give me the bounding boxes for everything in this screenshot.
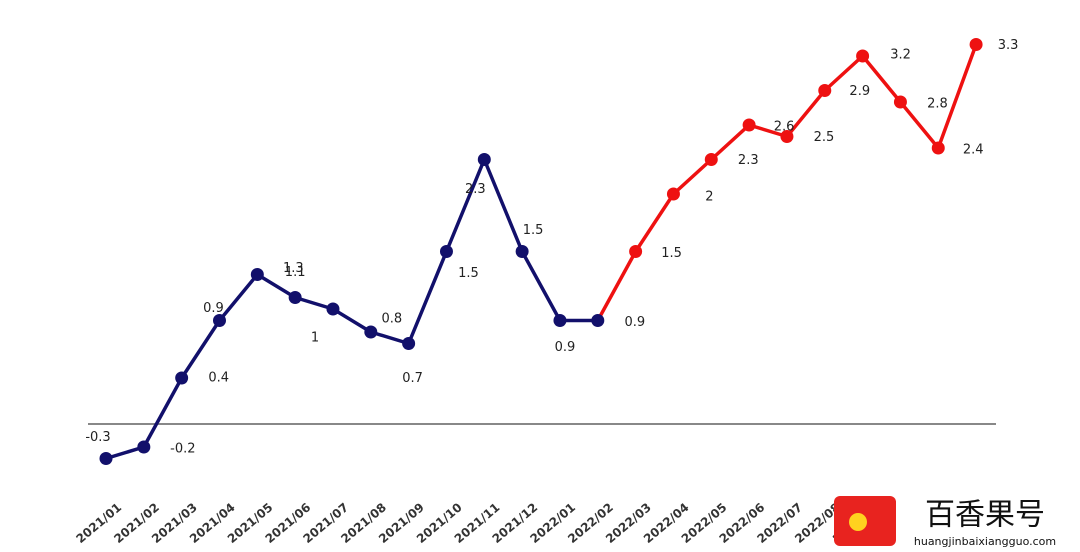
data-point	[288, 291, 302, 304]
watermark-icon	[849, 513, 867, 531]
data-point	[326, 302, 340, 316]
series-connector	[596, 250, 638, 322]
data-label: 0.9	[624, 315, 645, 330]
data-label: 0.7	[402, 371, 423, 386]
watermark-title: 百香果号	[925, 498, 1045, 533]
data-label: 3.3	[998, 38, 1019, 53]
data-point	[931, 141, 945, 155]
data-label: 1.1	[285, 265, 306, 280]
series-line	[105, 157, 598, 461]
watermark-url: huangjinbaixiangguo.com	[914, 535, 1056, 548]
data-label: 3.2	[890, 48, 911, 63]
data-point	[402, 337, 416, 350]
data-label: 0.9	[555, 340, 576, 355]
data-label: 2	[705, 190, 713, 205]
data-label: 2.5	[814, 130, 835, 145]
data-point	[818, 84, 832, 97]
data-label: 1.5	[458, 266, 479, 281]
data-point	[780, 130, 794, 143]
data-point	[629, 245, 643, 258]
data-label: 2.3	[738, 153, 759, 168]
data-point	[856, 49, 870, 63]
data-point	[515, 245, 529, 258]
watermark-bg	[896, 492, 1080, 552]
watermark: 百香果号 huangjinbaixiangguo.com	[834, 492, 1080, 552]
data-point	[704, 153, 718, 166]
data-point	[175, 371, 189, 385]
data-point	[99, 452, 113, 465]
data-label: 1.5	[661, 246, 682, 261]
data-label: 1	[311, 331, 319, 346]
data-label: -0.2	[170, 442, 195, 457]
data-point	[553, 314, 567, 327]
data-point	[666, 187, 680, 201]
data-point	[212, 314, 226, 327]
data-label: 1.5	[523, 223, 544, 238]
data-label: 2.3	[465, 182, 486, 197]
data-label: 0.8	[381, 312, 402, 327]
data-point	[439, 245, 453, 258]
series-line	[634, 43, 978, 253]
data-point	[591, 314, 605, 327]
data-point	[969, 38, 983, 51]
data-point	[893, 95, 907, 109]
data-point	[364, 325, 378, 339]
data-point	[250, 268, 264, 281]
data-point	[477, 153, 491, 166]
data-label: 1.3	[283, 261, 304, 276]
data-label: 0.9	[203, 301, 224, 316]
data-label: -0.3	[85, 430, 110, 445]
data-point	[742, 118, 756, 132]
data-label: 2.4	[963, 143, 984, 158]
data-label: 2.9	[849, 84, 870, 99]
data-label: 2.8	[927, 97, 948, 112]
data-point	[137, 440, 151, 454]
data-label: 0.4	[208, 371, 229, 386]
